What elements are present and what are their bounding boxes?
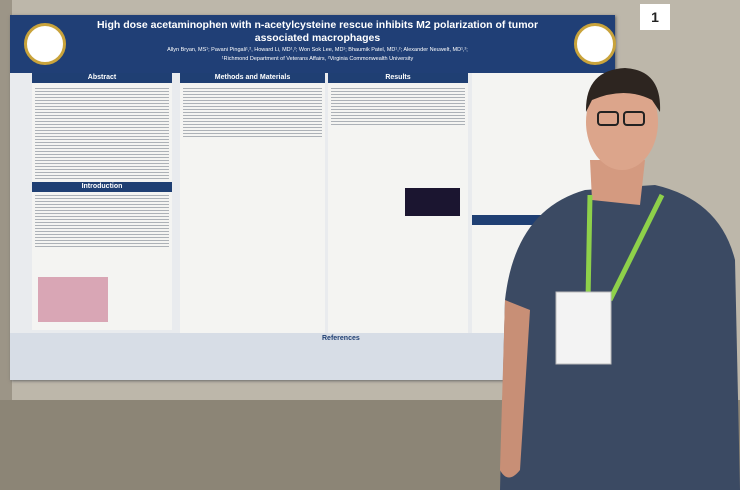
lanyard — [585, 193, 665, 302]
section-header: Methods and Materials — [180, 73, 325, 83]
poster: High dose acetaminophen with n-acetylcys… — [10, 15, 616, 380]
histology-image — [38, 277, 108, 322]
hair — [585, 68, 661, 112]
neck — [590, 160, 645, 205]
panel — [32, 180, 172, 330]
panel — [180, 73, 325, 335]
panel — [32, 73, 172, 185]
glasses — [597, 111, 619, 126]
face — [586, 74, 658, 170]
poster-affiliations: ¹Richmond Department of Veterans Affairs… — [221, 56, 414, 62]
board-number: 1 — [640, 4, 670, 30]
section-header: References — [322, 335, 360, 342]
logo — [574, 23, 616, 65]
arm — [500, 300, 530, 478]
microscopy-image — [405, 188, 460, 216]
section-header: Results — [328, 73, 468, 83]
board-edge — [0, 0, 12, 400]
logo — [24, 23, 66, 65]
section-header: Introduction — [32, 182, 172, 192]
poster-header — [10, 15, 615, 73]
glasses — [623, 111, 645, 126]
shirt — [500, 185, 740, 490]
section-header: Abstract — [32, 73, 172, 83]
name-badge — [555, 291, 612, 365]
poster-authors: Allyn Bryan, MS¹; Pavani Pingali¹,², How… — [167, 47, 468, 53]
poster-title: High dose acetaminophen with n-acetylcys… — [96, 19, 539, 44]
